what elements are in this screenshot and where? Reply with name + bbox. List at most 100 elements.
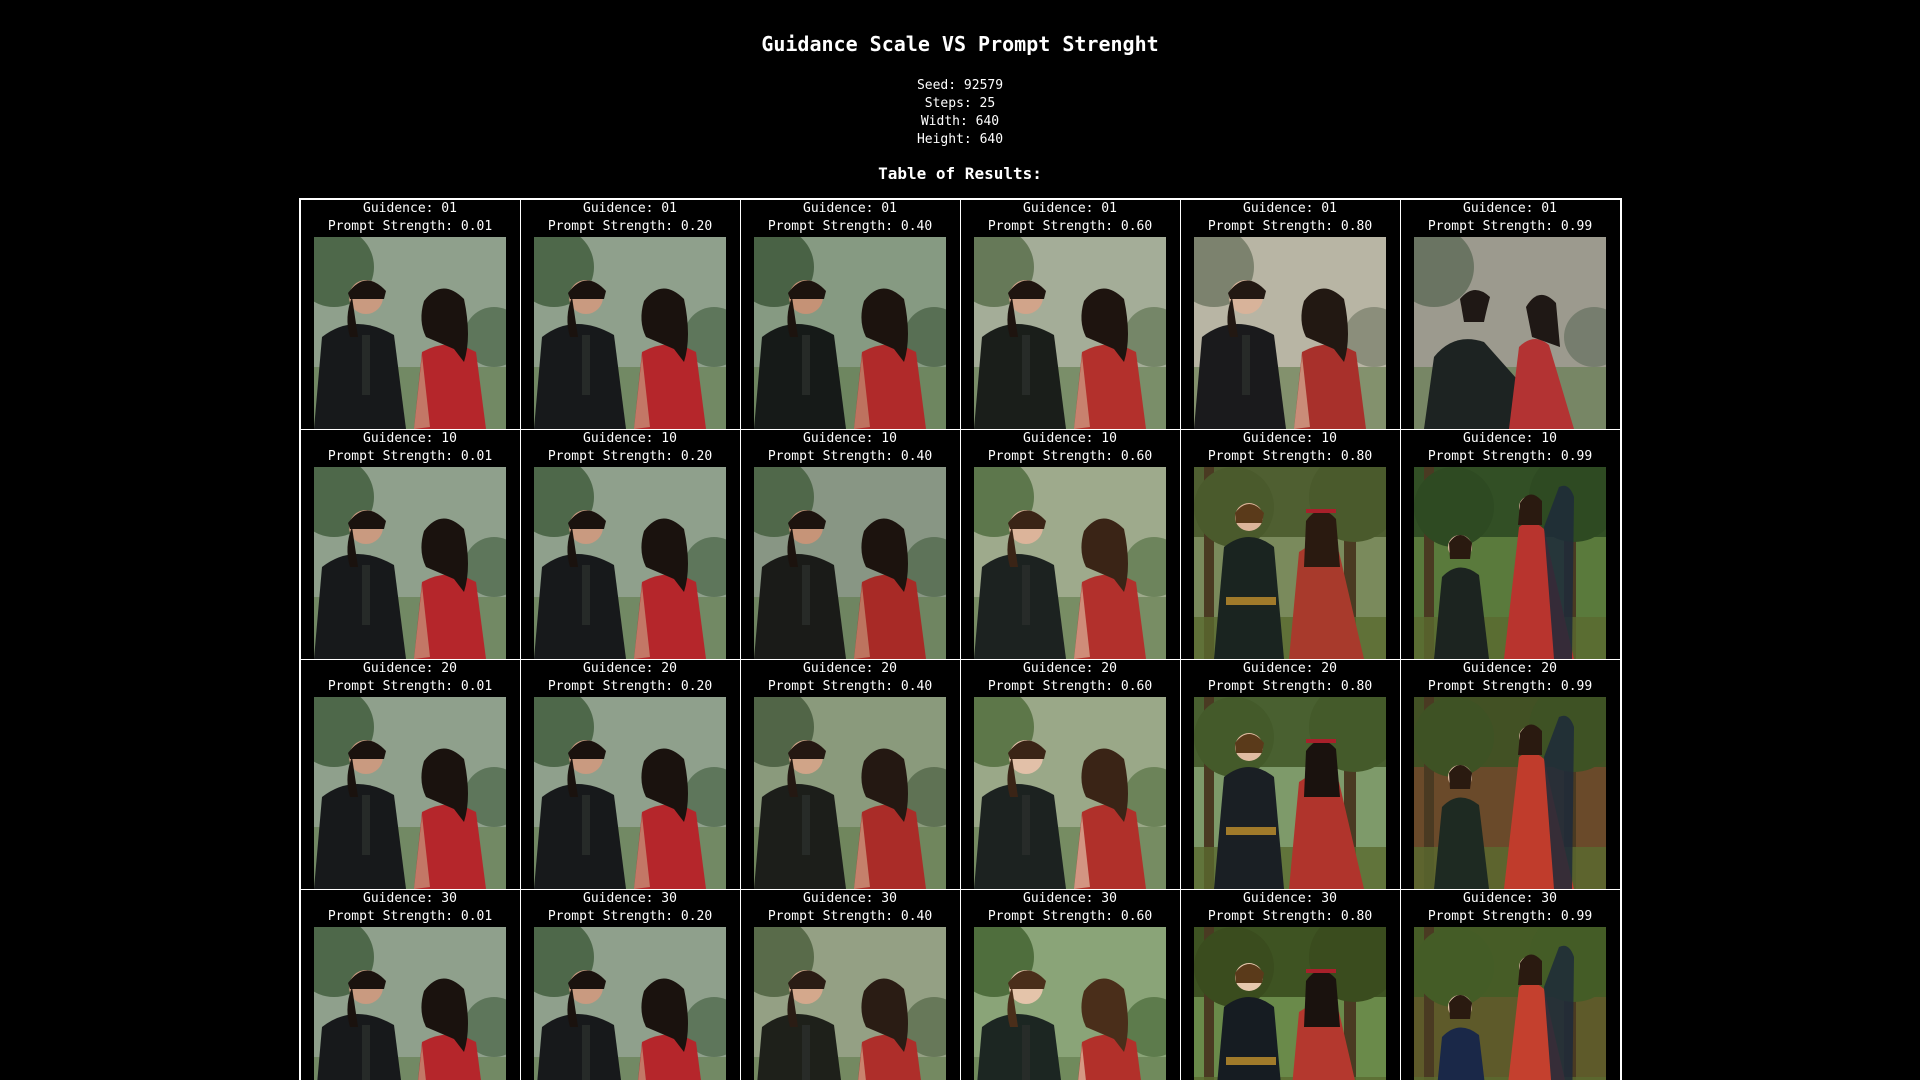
prompt-strength-label: Prompt Strength: 0.20 [547, 909, 713, 924]
guidance-label: Guidence: 01 [1023, 201, 1117, 216]
prompt-strength-label: Prompt Strength: 0.20 [547, 219, 713, 234]
prompt-strength-label: Prompt Strength: 0.80 [1207, 449, 1373, 464]
guidance-label: Guidence: 01 [583, 201, 677, 216]
prompt-strength-label: Prompt Strength: 0.01 [327, 909, 493, 924]
result-image[interactable] [1414, 467, 1606, 659]
guidance-label: Guidence: 01 [1243, 201, 1337, 216]
result-cell: Guidence: 01 Prompt Strength: 0.40 [739, 198, 961, 430]
result-cell: Guidence: 20 Prompt Strength: 0.99 [1399, 659, 1621, 890]
result-image[interactable] [974, 697, 1166, 889]
result-cell: Guidence: 20 Prompt Strength: 0.40 [739, 659, 961, 890]
result-cell: Guidence: 10 Prompt Strength: 0.80 [1179, 429, 1401, 660]
result-image[interactable] [754, 467, 946, 659]
result-image[interactable] [1194, 237, 1386, 429]
result-image[interactable] [314, 467, 506, 659]
prompt-strength-label: Prompt Strength: 0.01 [327, 219, 493, 234]
result-image[interactable] [1414, 237, 1606, 429]
result-image[interactable] [314, 697, 506, 889]
result-cell: Guidence: 01 Prompt Strength: 0.80 [1179, 198, 1401, 430]
result-cell: Guidence: 01 Prompt Strength: 0.99 [1399, 198, 1621, 430]
result-image[interactable] [314, 237, 506, 429]
results-table: Guidence: 01 Prompt Strength: 0.01 Guiden… [298, 198, 1622, 1080]
result-cell: Guidence: 30 Prompt Strength: 0.99 [1399, 889, 1621, 1080]
prompt-strength-label: Prompt Strength: 0.01 [327, 449, 493, 464]
result-image[interactable] [754, 697, 946, 889]
guidance-label: Guidence: 20 [1243, 661, 1337, 676]
result-cell: Guidence: 30 Prompt Strength: 0.01 [299, 889, 521, 1080]
result-cell: Guidence: 01 Prompt Strength: 0.20 [519, 198, 741, 430]
guidance-label: Guidence: 01 [1463, 201, 1557, 216]
guidance-label: Guidence: 20 [363, 661, 457, 676]
result-cell: Guidence: 20 Prompt Strength: 0.01 [299, 659, 521, 890]
seed-value: Seed: 92579 [916, 78, 1004, 93]
width-value: Width: 640 [920, 114, 1000, 129]
result-cell: Guidence: 10 Prompt Strength: 0.60 [959, 429, 1181, 660]
prompt-strength-label: Prompt Strength: 0.40 [767, 679, 933, 694]
guidance-label: Guidence: 20 [1023, 661, 1117, 676]
guidance-label: Guidence: 10 [803, 431, 897, 446]
result-image[interactable] [754, 237, 946, 429]
guidance-label: Guidence: 20 [583, 661, 677, 676]
results-row: Guidence: 01 Prompt Strength: 0.01 Guiden… [299, 198, 1621, 430]
guidance-label: Guidence: 10 [363, 431, 457, 446]
result-cell: Guidence: 10 Prompt Strength: 0.99 [1399, 429, 1621, 660]
steps-value: Steps: 25 [924, 96, 996, 111]
result-image[interactable] [974, 467, 1166, 659]
guidance-label: Guidence: 20 [1463, 661, 1557, 676]
prompt-strength-label: Prompt Strength: 0.80 [1207, 909, 1373, 924]
results-row: Guidence: 30 Prompt Strength: 0.01 Guiden… [299, 889, 1621, 1080]
guidance-label: Guidence: 10 [1463, 431, 1557, 446]
guidance-label: Guidence: 10 [1023, 431, 1117, 446]
prompt-strength-label: Prompt Strength: 0.80 [1207, 679, 1373, 694]
prompt-strength-label: Prompt Strength: 0.99 [1427, 679, 1593, 694]
result-cell: Guidence: 30 Prompt Strength: 0.60 [959, 889, 1181, 1080]
result-image[interactable] [1194, 467, 1386, 659]
result-image[interactable] [534, 697, 726, 889]
guidance-label: Guidence: 30 [1023, 891, 1117, 906]
prompt-strength-label: Prompt Strength: 0.20 [547, 449, 713, 464]
result-cell: Guidence: 10 Prompt Strength: 0.40 [739, 429, 961, 660]
result-cell: Guidence: 20 Prompt Strength: 0.20 [519, 659, 741, 890]
page-title: Guidance Scale VS Prompt Strenght [761, 32, 1159, 56]
prompt-strength-label: Prompt Strength: 0.80 [1207, 219, 1373, 234]
results-row: Guidence: 10 Prompt Strength: 0.01 Guiden… [299, 429, 1621, 660]
prompt-strength-label: Prompt Strength: 0.99 [1427, 909, 1593, 924]
result-image[interactable] [1414, 697, 1606, 889]
guidance-label: Guidence: 01 [803, 201, 897, 216]
guidance-label: Guidence: 30 [583, 891, 677, 906]
guidance-label: Guidence: 30 [363, 891, 457, 906]
result-image[interactable] [1194, 697, 1386, 889]
result-cell: Guidence: 30 Prompt Strength: 0.20 [519, 889, 741, 1080]
result-cell: Guidence: 01 Prompt Strength: 0.60 [959, 198, 1181, 430]
prompt-strength-label: Prompt Strength: 0.40 [767, 449, 933, 464]
result-image[interactable] [974, 237, 1166, 429]
prompt-strength-label: Prompt Strength: 0.60 [987, 449, 1153, 464]
result-image[interactable] [1194, 927, 1386, 1080]
result-image[interactable] [754, 927, 946, 1080]
result-image[interactable] [534, 467, 726, 659]
result-cell: Guidence: 30 Prompt Strength: 0.40 [739, 889, 961, 1080]
generation-parameters: Seed: 92579 Steps: 25 Width: 640 Height:… [0, 77, 1920, 149]
guidance-label: Guidence: 10 [583, 431, 677, 446]
results-row: Guidence: 20 Prompt Strength: 0.01 Guiden… [299, 659, 1621, 890]
result-cell: Guidence: 10 Prompt Strength: 0.20 [519, 429, 741, 660]
prompt-strength-label: Prompt Strength: 0.40 [767, 909, 933, 924]
guidance-label: Guidence: 10 [1243, 431, 1337, 446]
prompt-strength-label: Prompt Strength: 0.60 [987, 219, 1153, 234]
guidance-label: Guidence: 01 [363, 201, 457, 216]
prompt-strength-label: Prompt Strength: 0.40 [767, 219, 933, 234]
result-cell: Guidence: 20 Prompt Strength: 0.80 [1179, 659, 1401, 890]
result-image[interactable] [974, 927, 1166, 1080]
table-title: Table of Results: [878, 164, 1042, 183]
result-cell: Guidence: 10 Prompt Strength: 0.01 [299, 429, 521, 660]
result-image[interactable] [534, 927, 726, 1080]
result-image[interactable] [534, 237, 726, 429]
guidance-label: Guidence: 30 [1463, 891, 1557, 906]
prompt-strength-label: Prompt Strength: 0.60 [987, 679, 1153, 694]
guidance-label: Guidence: 30 [1243, 891, 1337, 906]
result-image[interactable] [1414, 927, 1606, 1080]
result-cell: Guidence: 30 Prompt Strength: 0.80 [1179, 889, 1401, 1080]
guidance-label: Guidence: 20 [803, 661, 897, 676]
result-image[interactable] [314, 927, 506, 1080]
